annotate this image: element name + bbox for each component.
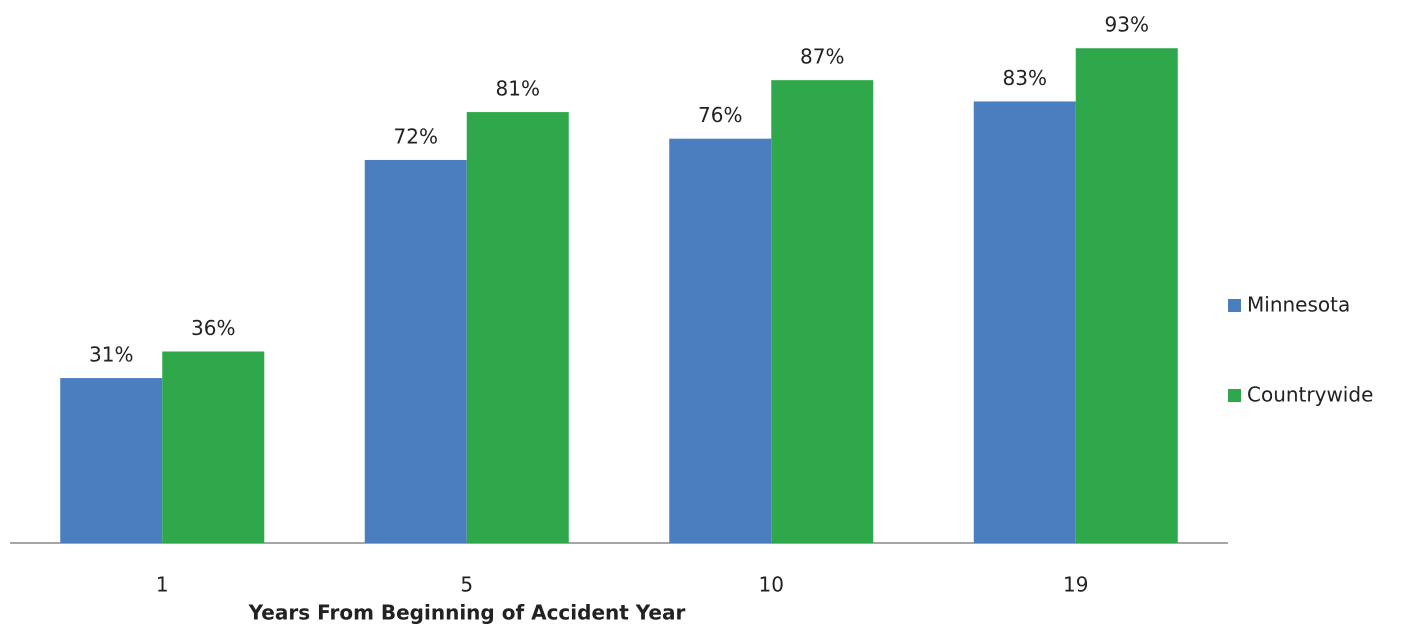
legend-label: Countrywide [1247, 383, 1373, 407]
value-label: 72% [394, 124, 438, 148]
bar [466, 112, 569, 543]
bar [1075, 48, 1178, 544]
bar [364, 159, 467, 543]
bar [973, 101, 1076, 543]
x-axis-title: Years From Beginning of Accident Year [248, 601, 686, 625]
legend-swatch [1228, 299, 1241, 312]
x-tick-label: 5 [460, 573, 473, 597]
value-label: 36% [191, 316, 235, 340]
value-label: 93% [1105, 13, 1149, 37]
legend-label: Minnesota [1247, 293, 1350, 317]
value-label: 83% [1003, 66, 1047, 90]
value-label: 87% [800, 45, 844, 69]
value-label: 76% [698, 103, 742, 127]
x-tick-label: 19 [1063, 573, 1088, 597]
legend-swatch [1228, 389, 1241, 402]
bar [162, 351, 265, 543]
bar [771, 80, 874, 543]
bar [60, 378, 163, 543]
x-tick-label: 10 [759, 573, 784, 597]
x-tick-label: 1 [156, 573, 169, 597]
value-label: 31% [89, 343, 133, 367]
bar [669, 138, 772, 543]
value-label: 81% [496, 77, 540, 101]
